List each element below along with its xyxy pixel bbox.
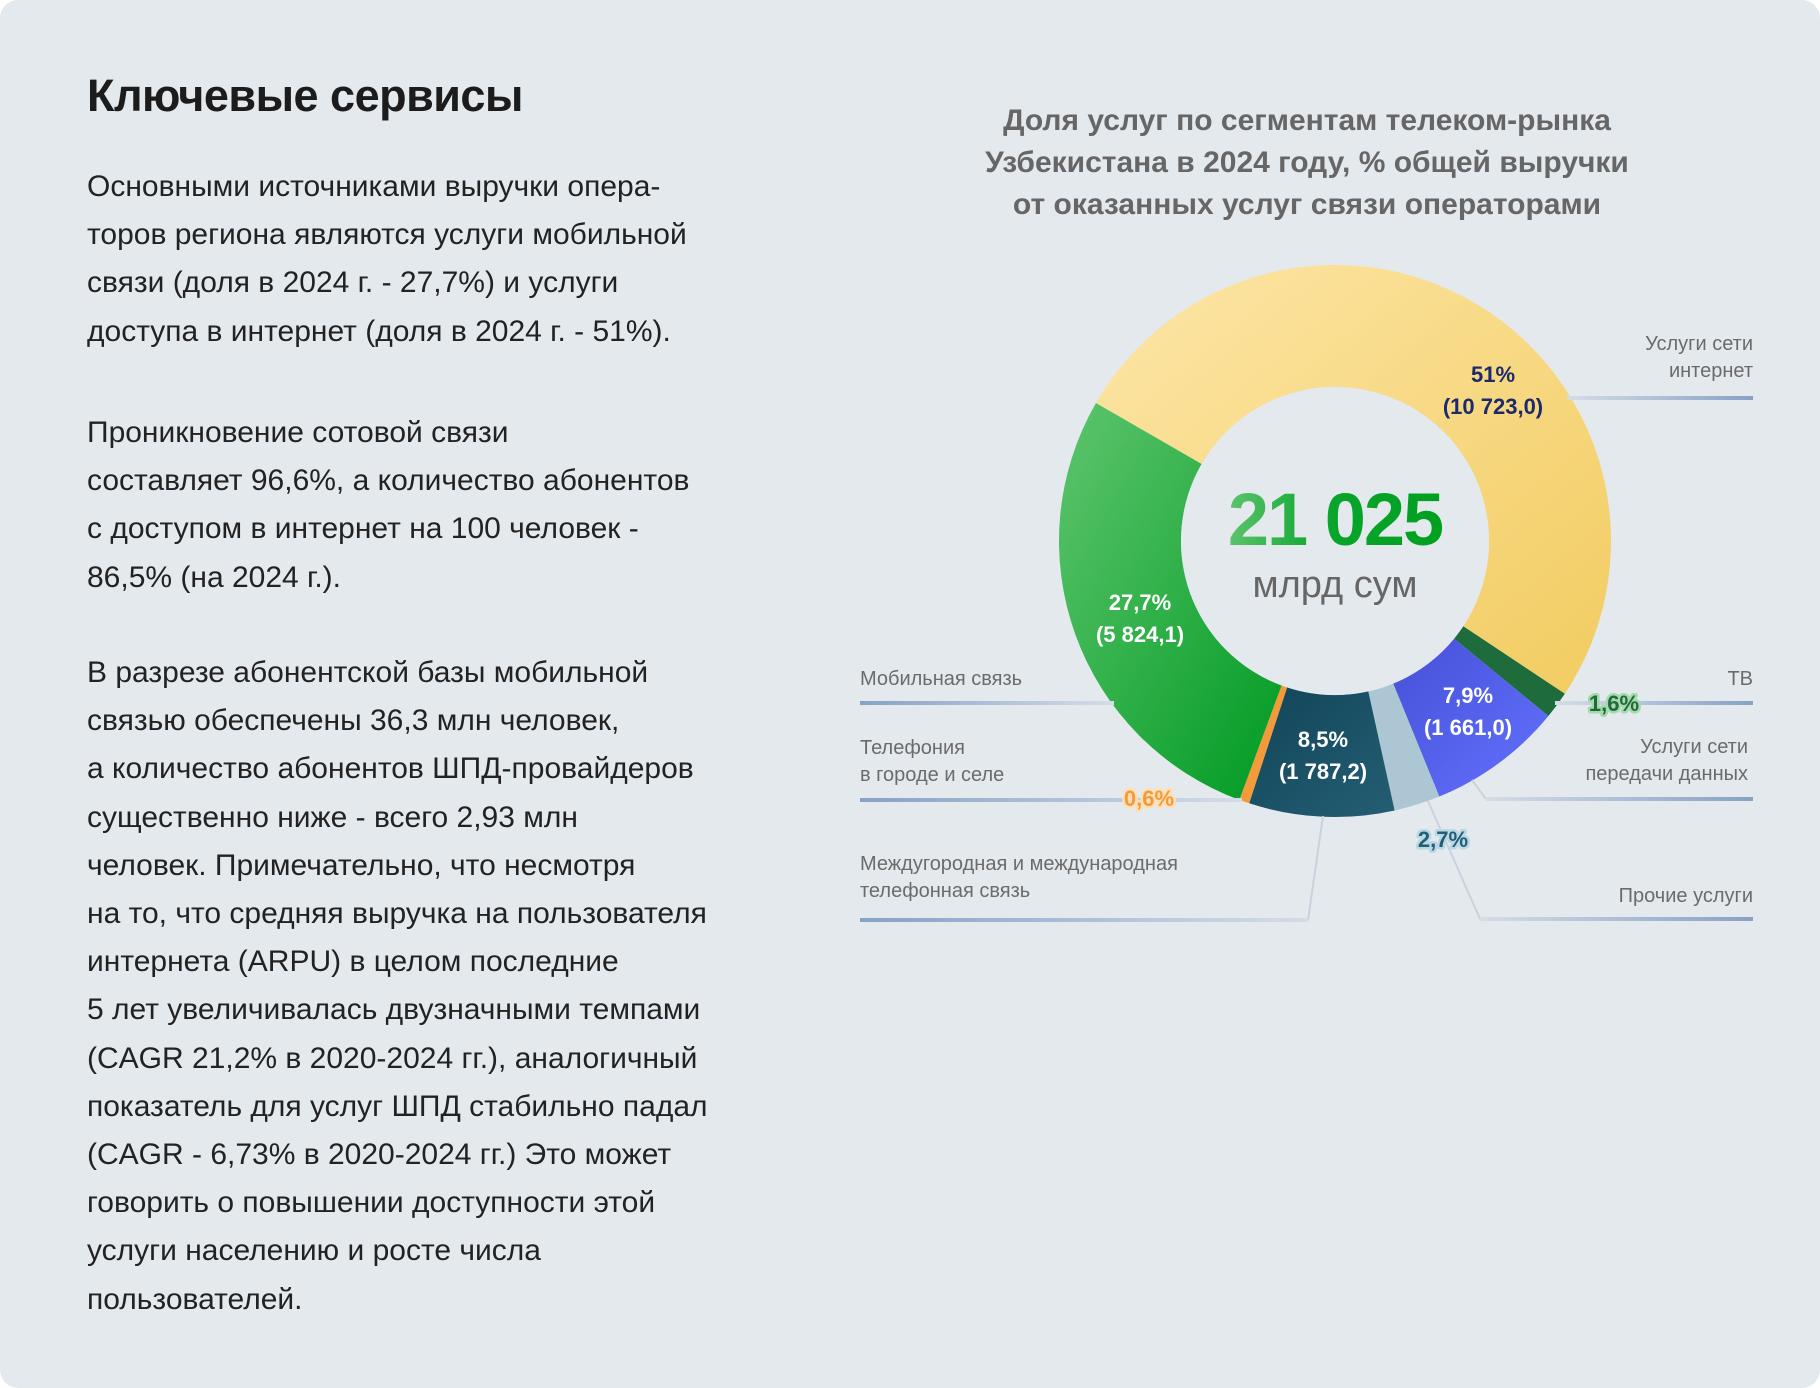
leader-baseline [860,918,1308,922]
leader-baseline [1480,917,1753,921]
paragraph-line: показатель для услуг ШПД стабильно падал [87,1089,708,1123]
legend-label: интернет [1669,360,1753,382]
legend-label: телефонная связь [860,880,1030,902]
legend-label: ТВ [1727,668,1753,690]
slice-pct-label: 51% [1471,362,1515,387]
slice-amount-label: (1 661,0) [1424,715,1512,740]
legend-label: Телефония [860,737,965,759]
paragraph-line: с доступом в интернет на 100 человек - [87,512,639,546]
legend-label: Услуги сети [1645,333,1753,355]
center-total: 21 025 [1228,478,1443,561]
donut-slice [1249,687,1395,817]
donut-slice [1095,264,1612,694]
paragraph-revenue: Основными источниками выручки опера-торо… [87,163,687,356]
legend-label: Мобильная связь [860,668,1022,690]
leader-line [1427,800,1481,920]
paragraph-line: пользователей. [87,1282,303,1316]
legend-label: Прочие услуги [1619,885,1753,907]
slice-pct-label: 27,7% [1109,590,1171,615]
center-unit: млрд сум [1253,564,1418,606]
leader-line [1471,779,1487,800]
slice-pct-label: 0,6% [1124,786,1174,811]
chart-title: Доля услуг по сегментам телеком-рынка Уз… [907,100,1707,226]
paragraph-line: а количество абонентов ШПД-провайдеров [87,752,694,786]
paragraph-line: (CAGR 21,2% в 2020-2024 гг.), аналогичны… [87,1041,698,1075]
donut-hole [1181,387,1489,695]
paragraph-line: связью обеспечены 36,3 млн человек, [87,704,620,738]
paragraph-line: В разрезе абонентской базы мобильной [87,656,649,689]
paragraph-line: услуги населению и росте числа [87,1234,541,1268]
paragraph-line: (CAGR - 6,73% в 2020-2024 гг.) Это может [87,1138,672,1172]
paragraph-line: говорить о повышении доступности этой [87,1186,656,1220]
paragraph-line: торов региона являются услуги мобильной [87,218,687,252]
paragraph-line: на то, что средняя выручка на пользовате… [87,897,707,931]
slice-pct-label: 8,5% [1298,727,1348,752]
slice-amount-label: (10 723,0) [1443,394,1543,419]
donut-slice [1239,685,1288,804]
slice-pct-label: 7,9% [1443,683,1493,708]
slice-amount-label: (5 824,1) [1096,622,1184,647]
paragraph-line: доступа в интернет (доля в 2024 г. - 51%… [87,314,671,348]
legend-label: Междугородная и международная [860,853,1178,875]
paragraph-penetration: Проникновение сотовой связи составляет 96… [87,409,689,602]
legend-label: Услуги сети [1640,736,1748,758]
legend-label: в городе и селе [860,764,1004,786]
leader-baseline [860,798,1242,802]
chart-title-line: Доля услуг по сегментам телеком-рынка [1003,104,1611,137]
paragraph-subscribers: В разрезе абонентской базы мобильной связ… [87,649,708,1324]
paragraph-line: Проникновение сотовой связи [87,416,509,449]
paragraph-line: интернета (ARPU) в целом последние [87,945,619,979]
donut-slice [1058,403,1282,800]
leader-baseline [860,701,1114,705]
leader-baseline [1555,701,1753,705]
donut-slice [1368,683,1440,811]
legend-label: передачи данных [1585,763,1748,785]
leader-baseline [1567,396,1753,400]
slice-amount-label: (1 787,2) [1279,759,1367,784]
chart-title-line: от оказанных услуг связи операторами [1012,188,1602,221]
paragraph-line: Основными источниками выручки опера- [87,170,661,203]
paragraph-line: 5 лет увеличивалась двузначными темпами [87,993,701,1027]
paragraph-line: 86,5% (на 2024 г.). [87,560,341,594]
chart-title-line: Узбекистана в 2024 году, % общей выручки [985,146,1629,179]
paragraph-line: связи (доля в 2024 г. - 27,7%) и услуги [87,266,619,300]
slice-pct-label: 2,7% [1418,827,1468,852]
paragraph-line: составляет 96,6%, а количество абонентов [87,464,690,498]
donut-slice [1393,638,1549,797]
slice-pct-label: 1,6% [1589,691,1639,716]
leader-baseline [1486,797,1753,801]
paragraph-line: существенно ниже - всего 2,93 млн [87,800,578,834]
paragraph-line: человек. Примечательно, что несмотря [87,848,636,882]
section-heading: Ключевые сервисы [87,70,523,121]
donut-slice [1454,626,1565,717]
leader-line [1307,815,1324,921]
